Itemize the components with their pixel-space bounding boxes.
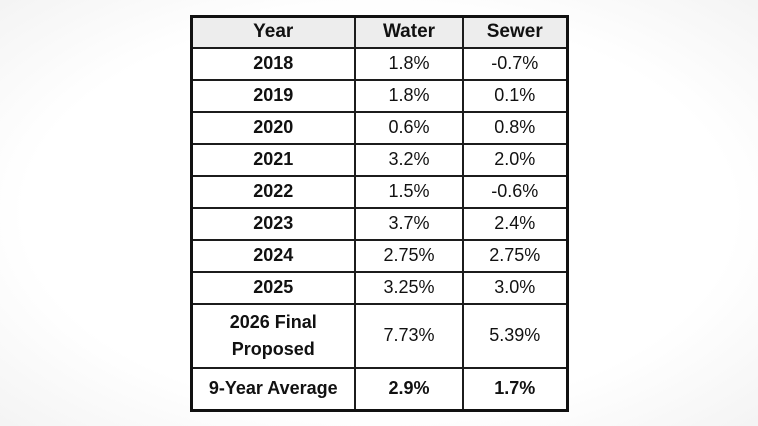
sewer-cell: -0.7% [462, 46, 568, 81]
year-cell: 2023 [190, 206, 356, 241]
table-row: 2019 1.8% 0.1% [190, 78, 568, 113]
year-cell: 2024 [190, 238, 356, 273]
header-cell-year: Year [190, 15, 356, 49]
water-cell: 3.2% [354, 142, 464, 177]
table-row: 2022 1.5% -0.6% [190, 174, 568, 209]
water-cell: 2.75% [354, 238, 464, 273]
table-row-9-year-average: 9-Year Average 2.9% 1.7% [190, 366, 568, 411]
table-row: 2025 3.25% 3.0% [190, 270, 568, 305]
table-row-2026-final-proposed: 2026 Final Proposed 7.73% 5.39% [190, 302, 568, 369]
sewer-cell: 1.7% [462, 366, 568, 411]
rates-table: Year Water Sewer 2018 1.8% -0.7% 2019 1.… [189, 14, 569, 412]
year-cell: 9-Year Average [190, 366, 356, 411]
water-cell: 0.6% [354, 110, 464, 145]
sewer-cell: 3.0% [462, 270, 568, 305]
header-row: Year Water Sewer [190, 15, 568, 49]
year-cell: 2022 [190, 174, 356, 209]
water-cell: 1.5% [354, 174, 464, 209]
water-cell: 2.9% [354, 366, 464, 411]
year-cell: 2021 [190, 142, 356, 177]
table-row: 2021 3.2% 2.0% [190, 142, 568, 177]
water-cell: 3.7% [354, 206, 464, 241]
year-cell: 2020 [190, 110, 356, 145]
sewer-cell: 0.8% [462, 110, 568, 145]
year-cell: 2018 [190, 46, 356, 81]
year-cell: 2026 Final Proposed [190, 302, 356, 369]
water-cell: 1.8% [354, 78, 464, 113]
header-cell-water: Water [354, 15, 464, 49]
sewer-cell: 2.4% [462, 206, 568, 241]
header-cell-sewer: Sewer [462, 15, 568, 49]
year-cell: 2025 [190, 270, 356, 305]
table-row: 2024 2.75% 2.75% [190, 238, 568, 273]
year-cell: 2019 [190, 78, 356, 113]
water-cell: 7.73% [354, 302, 464, 369]
table-row: 2018 1.8% -0.7% [190, 46, 568, 81]
water-cell: 1.8% [354, 46, 464, 81]
sewer-cell: 2.75% [462, 238, 568, 273]
water-cell: 3.25% [354, 270, 464, 305]
table-row: 2020 0.6% 0.8% [190, 110, 568, 145]
sewer-cell: -0.6% [462, 174, 568, 209]
table-row: 2023 3.7% 2.4% [190, 206, 568, 241]
sewer-cell: 5.39% [462, 302, 568, 369]
sewer-cell: 0.1% [462, 78, 568, 113]
sewer-cell: 2.0% [462, 142, 568, 177]
